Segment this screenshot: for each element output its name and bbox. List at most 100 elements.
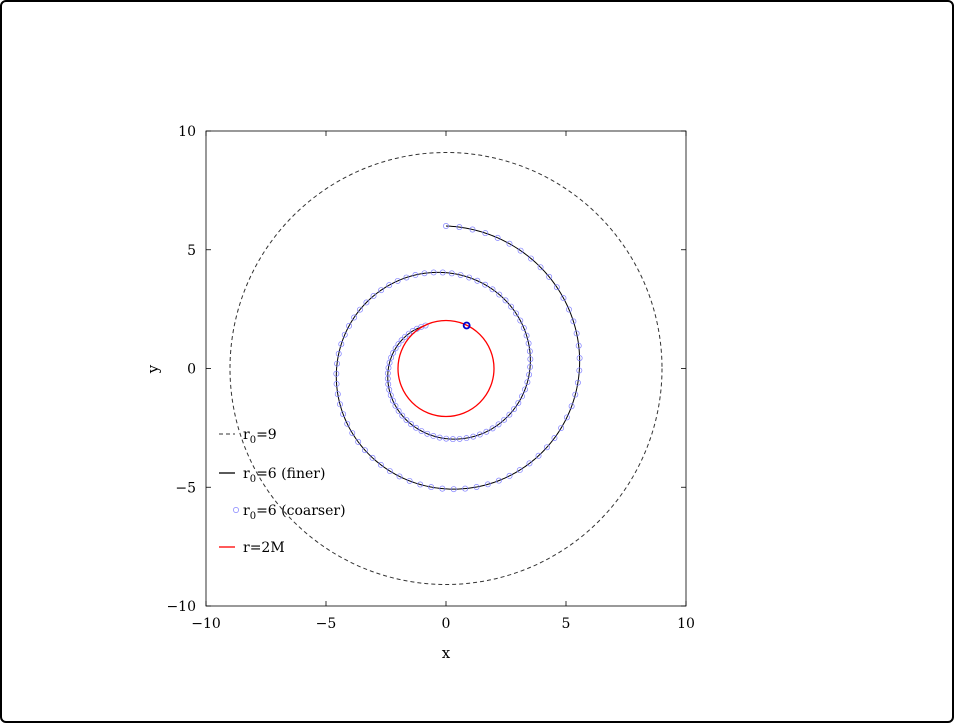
series-r0-6-coarser-marker [403,417,410,424]
series-r0-6-coarser-marker [443,435,450,442]
series-r0-6-coarser-marker [576,367,583,374]
y-tick-label: 0 [187,362,196,378]
series-r0-6-coarser-marker [574,379,581,386]
series-r0-6-coarser-marker [482,230,489,237]
series-r0-6-coarser-marker [334,360,341,367]
series-r0-6-coarser-marker [517,247,524,254]
y-tick-label: 10 [178,124,196,140]
series-r0-6-coarser-marker [386,282,393,289]
series-r0-6-coarser-marker [363,299,370,306]
series-r0-6-coarser-marker [389,397,396,404]
axis-ticks: −10 −5 0 5 10 −10 −5 0 5 10 [166,124,694,632]
series-r0-6-coarser-marker [378,287,385,294]
series-r0-6-coarser-marker [511,406,518,412]
series-r0-6-coarser-marker [450,486,457,493]
x-tick-label: −10 [191,616,221,632]
series-r0-9-curve [229,152,663,585]
x-tick-label: 5 [562,616,571,632]
series-r0-6-coarser-marker [337,401,343,408]
series-r0-6-coarser-marker [535,452,542,459]
series-r0-6-finer-curve [335,225,581,490]
series-r0-6-coarser-marker [355,438,362,445]
series-r0-6-coarser-marker [496,291,503,298]
x-tick-label: 10 [677,616,695,632]
series-r0-6-coarser-marker [334,391,341,398]
y-tick-label: −10 [166,599,196,615]
series-r0-6-coarser-marker [338,341,345,348]
series-r0-6-coarser-marker [377,461,384,468]
series-r0-6-coarser-marker [462,485,469,492]
series-r0-6-coarser-marker [333,380,340,387]
orbit-endpoint-marker [462,321,471,330]
series-r0-6-coarser-marker [457,272,464,278]
series-r0-6-coarser-marker [570,318,577,325]
series-r0-6-coarser-marker [456,435,463,442]
series-r0-6-coarser-marker [370,292,377,299]
series-r0-6-coarser-marker [473,484,480,490]
series-r0-6-coarser-marker [506,240,513,247]
series-r0-6-coarser-marker [335,350,342,357]
series-r0-6-coarser-marker [344,420,351,427]
series-r0-6-coarser-marker [513,310,520,317]
series-r0-6-coarser-marker [413,424,420,431]
series-r0-6-coarser-marker [399,412,406,419]
series-r0-6-coarser-marker [394,277,401,284]
series-r0-6-coarser-marker [417,481,424,488]
series-r0-6-coarser-marker [526,348,533,355]
series-r0-6-coarser-marker [515,399,522,406]
series-r0-6-coarser-marker [405,330,412,337]
series-r0-6-coarser-marker [402,333,409,340]
series-r0-6-coarser-marker [449,436,456,443]
series-r0-6-coarser-marker [392,402,399,409]
series-r0-6-coarser-marker [563,414,570,421]
series-r0-6-coarser-marker [356,306,363,313]
series-r0-6-coarser-marker [501,416,508,423]
series-r0-6-coarser-marker [362,447,368,454]
legend-label-r-2M: r=2M [243,540,285,556]
legend-swatch-r0-6-coarser [233,507,239,513]
series-r0-6-coarser-marker [508,303,515,310]
series-r0-6-coarser-marker [524,379,531,386]
legend: r0=9 r0=6 (finer) r0=6 (coarser) r=2M [219,427,346,556]
series-r0-6-coarser-marker [489,286,496,293]
series-r0-6-coarser-marker [395,341,402,348]
series-r0-6-coarser-marker [387,392,394,399]
series-r0-6-coarser-marker [456,224,463,231]
series-r0-6-coarser-marker [408,421,414,428]
series-r0-6-coarser-marker [482,281,489,288]
series-r0-6-coarser-marker [495,421,502,428]
series-r0-6-coarser-marker [430,433,437,439]
series-r0-6-coarser-marker [566,306,572,313]
series-r0-6-coarser-marker [525,340,532,347]
series-r0-6-coarser-marker [527,356,534,363]
series-r0-6-coarser-marker [575,342,582,349]
x-tick-label: 0 [442,616,451,632]
series-r0-6-coarser-marker [526,460,533,467]
series-r-2M-curve [397,319,495,418]
series-r0-6-coarser-marker [506,472,513,479]
series-layer [229,152,663,585]
series-r0-6-coarser-marker [558,425,565,431]
series-r0-6-coarser-marker [466,274,473,281]
series-r0-6-coarser-marker [516,467,523,474]
series-r0-6-coarser-marker [543,444,550,451]
legend-label-r0-9: r0=9 [243,427,277,446]
series-r0-6-coarser-marker [546,273,553,280]
series-r0-6-coarser-marker [388,354,395,361]
series-r0-6-coarser-marker [519,393,525,400]
series-r0-6-coarser-marker [385,381,392,388]
series-r0-6-coarser-marker [428,484,435,491]
series-r0-6-coarser-marker [576,355,583,362]
series-r0-6-coarser-marker [537,264,544,271]
series-r0-6-coarser-marker [560,295,567,302]
legend-label-r0-6-finer: r0=6 (finer) [243,466,325,485]
series-r0-6-coarser-marker [494,234,501,241]
series-r0-6-coarser-marker [523,332,530,339]
series-r0-6-coarser-marker [349,430,356,437]
series-r0-6-coarser-marker [418,323,425,330]
series-r0-6-coarser-marker [390,349,397,356]
series-r0-6-coarser-marker [351,314,358,321]
series-r0-6-coarser-marker [386,386,393,393]
series-r0-6-coarser-marker [495,477,502,484]
